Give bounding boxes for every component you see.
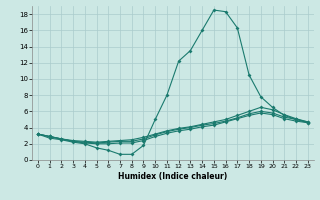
X-axis label: Humidex (Indice chaleur): Humidex (Indice chaleur): [118, 172, 228, 181]
